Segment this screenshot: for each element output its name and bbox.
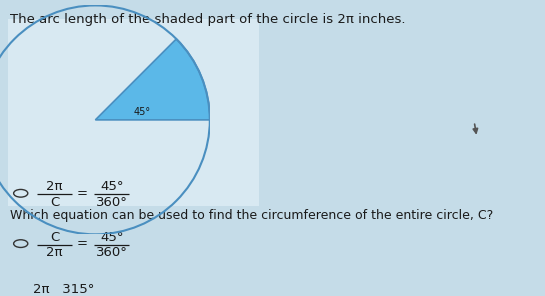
Text: The arc length of the shaded part of the circle is 2π inches.: The arc length of the shaded part of the… (10, 13, 405, 26)
Wedge shape (95, 39, 210, 120)
Text: 2π   315°: 2π 315° (33, 283, 94, 296)
Text: C: C (50, 231, 59, 244)
Text: 360°: 360° (96, 246, 128, 259)
Text: 45°: 45° (100, 231, 124, 244)
Text: C: C (50, 196, 59, 209)
Text: 360°: 360° (96, 196, 128, 209)
Text: 2π: 2π (46, 246, 63, 259)
Text: =: = (76, 187, 87, 200)
Text: Which equation can be used to find the circumference of the entire circle, C?: Which equation can be used to find the c… (10, 209, 493, 222)
Text: 2π: 2π (46, 180, 63, 193)
Bar (8, 19, 259, 206)
Text: 45°: 45° (134, 107, 151, 117)
Text: 45°: 45° (100, 180, 124, 193)
Text: =: = (76, 237, 87, 250)
